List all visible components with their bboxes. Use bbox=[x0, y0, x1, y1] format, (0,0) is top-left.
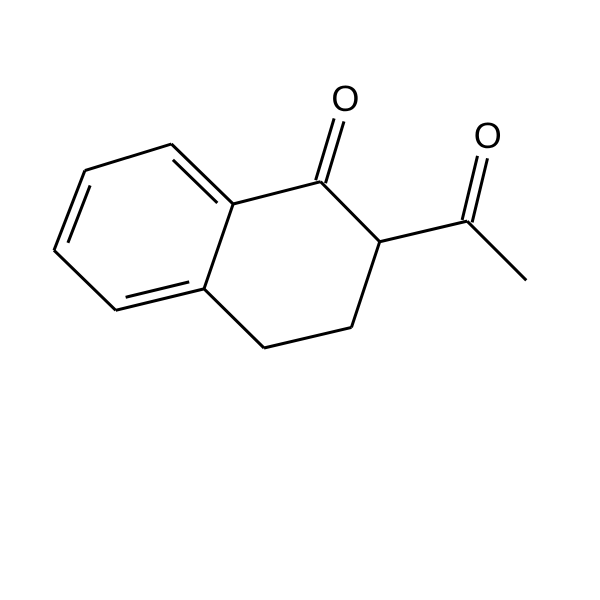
bonds-group bbox=[54, 118, 526, 348]
atom-labels-group: OO bbox=[331, 78, 501, 156]
atom-label-O13: O bbox=[474, 115, 502, 156]
atom-label-O11: O bbox=[331, 78, 359, 119]
molecule-diagram: OO bbox=[0, 0, 600, 600]
